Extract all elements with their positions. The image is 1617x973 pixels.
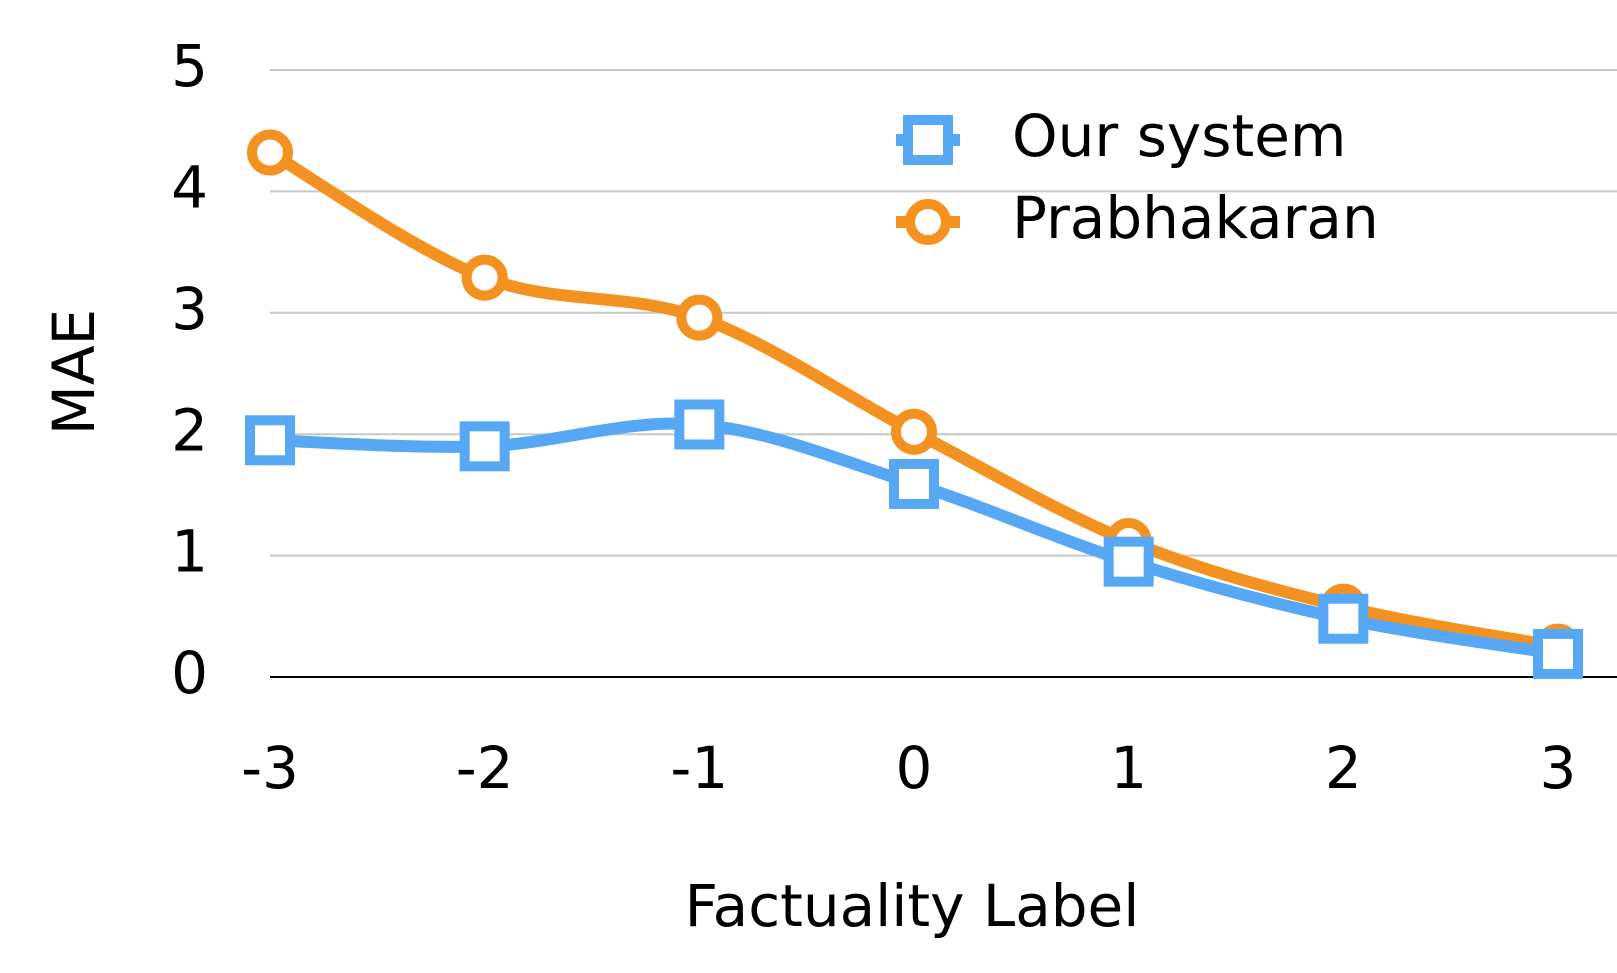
y-tick-label: 2 (171, 396, 208, 464)
legend-marker (903, 115, 953, 165)
marker (1103, 536, 1154, 587)
x-tick-label: -3 (241, 734, 299, 802)
marker (461, 254, 508, 301)
y-axis-label: MAE (40, 309, 108, 435)
marker (247, 129, 293, 176)
x-tick-label: 0 (896, 734, 933, 802)
marker (1533, 628, 1583, 679)
x-tick-label: 2 (1325, 734, 1362, 802)
y-tick-label: 3 (171, 275, 208, 343)
legend-marker (905, 199, 951, 245)
marker (889, 458, 939, 509)
x-tick-label: -2 (456, 734, 514, 802)
y-tick-label: 0 (171, 639, 208, 707)
legend-label: Prabhakaran (1012, 184, 1379, 252)
marker (891, 408, 937, 455)
x-axis-label: Factuality Label (685, 872, 1140, 940)
y-tick-label: 4 (171, 154, 208, 222)
x-tick-label: 1 (1110, 734, 1147, 802)
marker (674, 399, 725, 450)
legend-label: Our system (1012, 102, 1346, 170)
marker (1318, 593, 1369, 644)
marker (676, 294, 723, 341)
marker (459, 421, 510, 472)
x-tick-label: -1 (670, 734, 728, 802)
marker (245, 415, 295, 466)
x-tick-label: 3 (1540, 734, 1577, 802)
y-tick-label: 1 (171, 518, 208, 586)
y-tick-label: 5 (171, 32, 208, 100)
